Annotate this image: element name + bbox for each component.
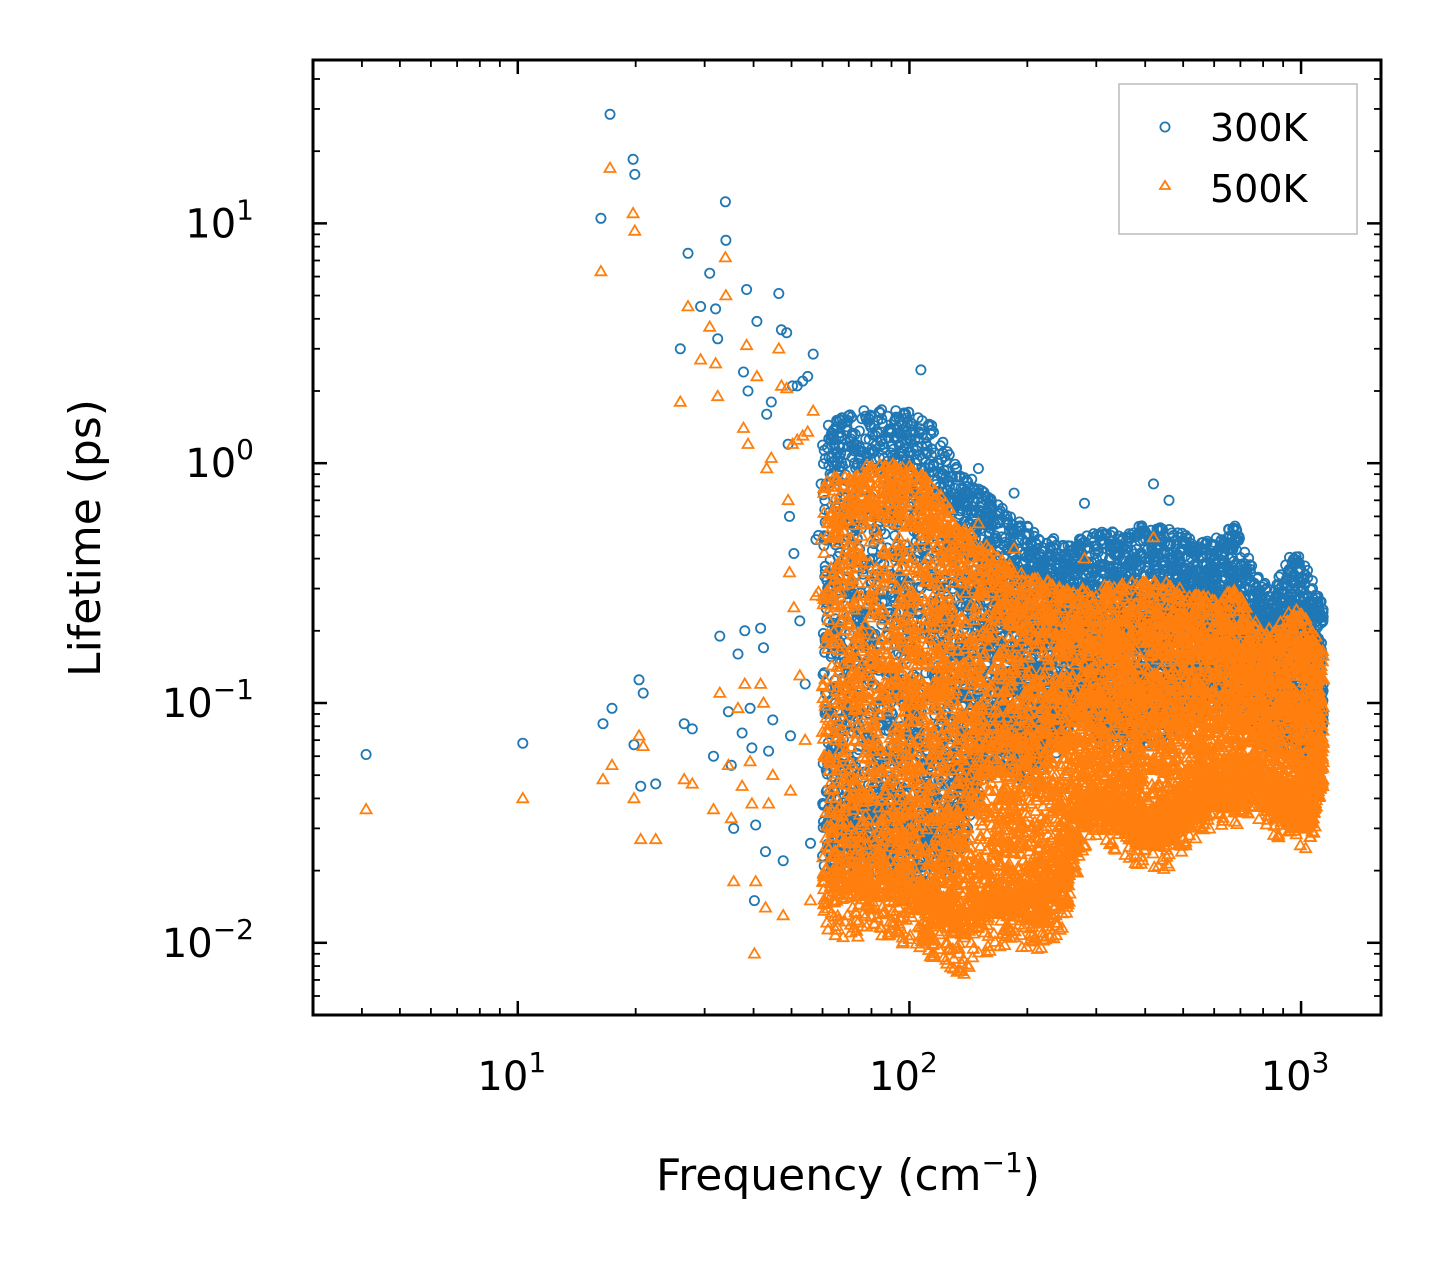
data-point-300k (794, 615, 806, 627)
data-point-300k (775, 324, 787, 336)
data-point-300k (627, 153, 639, 165)
data-point-300k (760, 846, 772, 858)
data-point-300k (604, 108, 616, 120)
data-point-300k (682, 247, 694, 259)
data-point-300k (741, 283, 753, 295)
data-point-300k (748, 895, 760, 907)
data-point-300k (595, 212, 607, 224)
data-point-300k (720, 234, 732, 246)
data-point-300k (761, 408, 773, 420)
data-point-300k (597, 718, 609, 730)
data-point-300k (517, 737, 529, 749)
data-point-300k (746, 742, 758, 754)
data-point-300k (686, 723, 698, 735)
data-point-300k (755, 622, 767, 634)
data-point-300k (818, 667, 830, 679)
data-point-300k (360, 749, 372, 761)
data-point-300k (773, 287, 785, 299)
data-point-300k (784, 510, 796, 522)
data-point-300k (633, 674, 645, 686)
data-point-300k (777, 855, 789, 867)
data-point-300k (736, 727, 748, 739)
data-point-300k (739, 625, 751, 637)
data-point-300k (788, 548, 800, 560)
data-point-300k (710, 303, 722, 315)
data-point-300k (695, 300, 707, 312)
data-point-300k (744, 702, 756, 714)
data-point-300k (785, 730, 797, 742)
data-point-300k (606, 702, 618, 714)
data-point-300k (714, 630, 726, 642)
data-point-300k (781, 327, 793, 339)
data-point-300k (650, 778, 662, 790)
data-point-300k (728, 822, 740, 834)
data-point-300k (637, 687, 649, 699)
data-point-300k (763, 745, 775, 757)
data-point-300k (629, 168, 641, 180)
data-point-300k (678, 718, 690, 730)
data-point-300k (750, 819, 762, 831)
plot-points (359, 108, 1331, 979)
data-point-300k (805, 837, 817, 849)
data-point-300k (767, 714, 779, 726)
data-point-300k (719, 196, 731, 208)
data-point-300k (807, 348, 819, 360)
data-point-300k (758, 642, 770, 654)
data-point-300k (712, 333, 724, 345)
data-point-300k (704, 267, 716, 279)
data-point-300k (635, 780, 647, 792)
data-point-300k (674, 343, 686, 355)
data-point-300k (732, 648, 744, 660)
data-point-300k (751, 315, 763, 327)
data-point-300k (738, 366, 750, 378)
data-point-300k (708, 750, 720, 762)
data-point-300k (742, 385, 754, 397)
data-point-300k (802, 370, 814, 382)
data-point-300k (765, 396, 777, 408)
